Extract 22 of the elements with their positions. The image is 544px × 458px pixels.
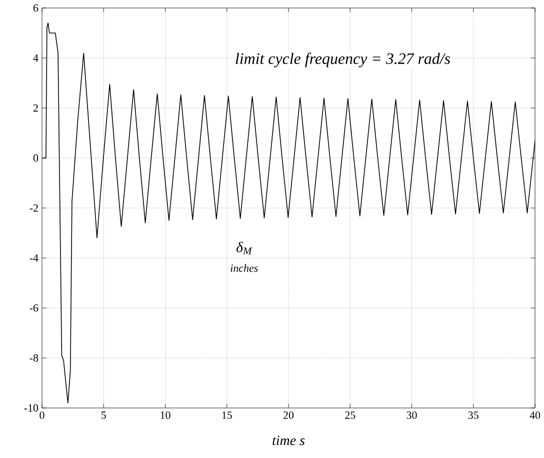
annotation: limit cycle frequency = 3.27 rad/s [236,52,450,68]
x-tick-label: 15 [222,412,232,419]
x-tick-label: 40 [530,412,540,419]
y-tick-label: -2 [30,204,38,212]
y-tick-label: -6 [30,304,38,312]
annotation: δ$_{M}$ [236,242,252,254]
y-tick-label: 6 [33,4,38,12]
x-tick-label: 35 [468,412,478,419]
y-tick-label: -4 [30,254,38,262]
x-tick-label: 20 [284,412,294,419]
y-tick-label: 2 [33,104,38,112]
x-tick-label: 0 [40,412,44,419]
y-tick-label: 4 [33,54,38,62]
y-tick-label: -10 [24,404,38,412]
x-axis-title: time s [272,436,305,446]
x-tick-label: 25 [345,412,356,419]
x-tick-label: 5 [102,412,106,419]
x-tick-label: 30 [406,412,417,419]
y-tick-label: -8 [30,354,38,362]
annotation: inches [230,264,258,272]
x-tick-label: 10 [160,412,170,419]
y-tick-label: 0 [33,154,38,162]
